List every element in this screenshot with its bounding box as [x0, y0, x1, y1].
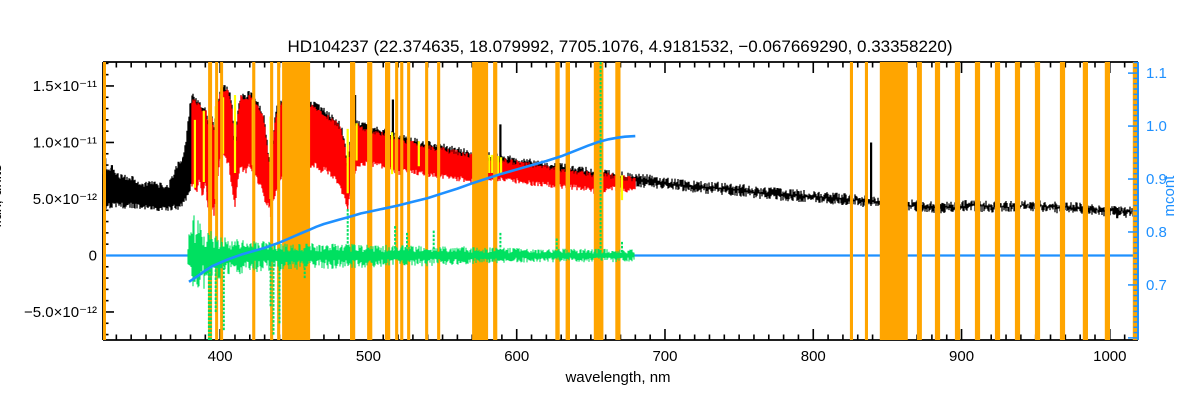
- axis-labels: 400 500 600 700 800 900 1000 1.5×10⁻¹¹ 1.0×10⁻¹¹…: [24, 78, 1126, 365]
- masked-wavelength-bands: [103, 62, 1138, 340]
- y-right-tick-label: 0.9: [1146, 171, 1167, 188]
- y-right-tick-label: 0.7: [1146, 277, 1167, 294]
- y-left-tick-label: 0: [89, 247, 97, 264]
- y-left-tick-label: 1.0×10⁻¹¹: [33, 134, 97, 151]
- x-tick-label: 900: [949, 348, 974, 365]
- x-tick-label: 600: [504, 348, 529, 365]
- y-right-tick-label: 0.8: [1146, 224, 1167, 241]
- y-left-tick-label: −5.0×10⁻¹²: [24, 304, 97, 321]
- y-right-tick-label: 1.0: [1146, 118, 1167, 135]
- x-tick-label: 800: [801, 348, 826, 365]
- y-axis-label-left-clipped: flux, units: [0, 164, 5, 227]
- y-right-tick-label: 1.1: [1146, 65, 1167, 82]
- x-axis-label: wavelength, nm: [564, 369, 670, 386]
- x-tick-label: 700: [652, 348, 677, 365]
- mcont-curve: [188, 134, 636, 283]
- y-left-tick-label: 1.5×10⁻¹¹: [33, 78, 97, 95]
- x-tick-label: 1000: [1093, 348, 1126, 365]
- residuals-curve: [187, 62, 635, 340]
- x-tick-label: 500: [356, 348, 381, 365]
- x-tick-label: 400: [208, 348, 233, 365]
- axis-right-blue: 1.1 1.0 0.9 0.8 0.7: [1128, 61, 1167, 340]
- chart-title: HD104237 (22.374635, 18.079992, 7705.107…: [287, 37, 952, 56]
- y-left-tick-label: 5.0×10⁻¹²: [33, 191, 97, 208]
- y-axis-label-right-mcont: mcont: [1161, 175, 1178, 217]
